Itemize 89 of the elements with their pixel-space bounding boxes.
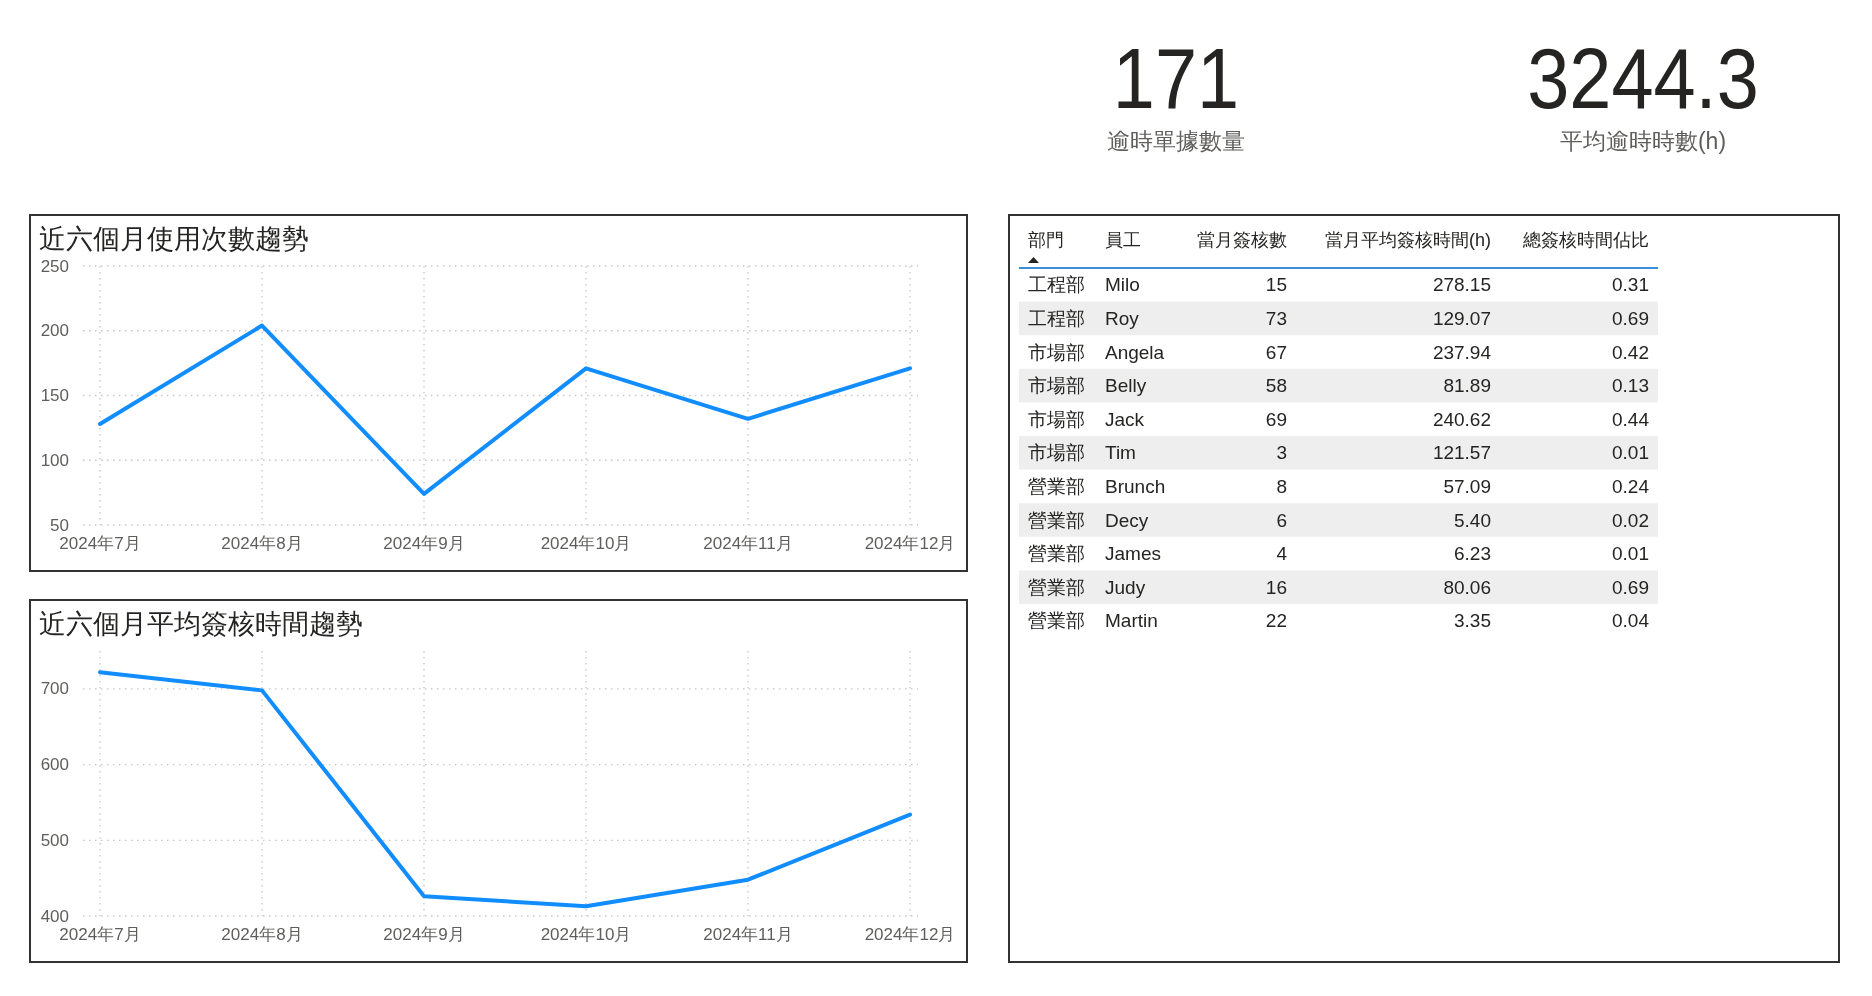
text: Jack [1105, 408, 1145, 430]
text: Angela [1105, 341, 1165, 363]
text: Belly [1105, 375, 1147, 397]
text: 市場部 [1028, 442, 1085, 464]
y-tick-label: 200 [40, 321, 69, 341]
y-tick-label: 150 [40, 386, 69, 405]
y-tick-label: 250 [40, 256, 69, 276]
text: 73 [1265, 307, 1287, 329]
category-label: 當月簽核數 [1197, 230, 1287, 250]
text: 22 [1265, 610, 1287, 632]
y-tick-label: 700 [40, 679, 69, 699]
text: James [1105, 543, 1161, 565]
text: Martin [1105, 610, 1158, 632]
y-tick-label: 400 [40, 906, 69, 926]
x-tick-label: 2024年9月 [383, 533, 465, 553]
text: Judy [1105, 576, 1146, 598]
text: 營業部 [1028, 509, 1085, 531]
chart-title: 近六個月平均簽核時間趨勢 [39, 609, 363, 639]
text: 0.69 [1612, 307, 1649, 329]
text: 3 [1276, 442, 1287, 464]
category-label: 當月平均簽核時間(h) [1325, 230, 1491, 250]
text: 57.09 [1443, 475, 1491, 497]
text: 58 [1265, 375, 1287, 397]
text: 營業部 [1028, 543, 1085, 565]
x-tick-label: 2024年10月 [540, 924, 632, 944]
text: 129.07 [1432, 307, 1491, 329]
text: 市場部 [1028, 375, 1085, 397]
text: Brunch [1105, 475, 1166, 497]
x-tick-label: 2024年9月 [383, 924, 465, 944]
text: 0.04 [1612, 610, 1650, 632]
text: 3.35 [1454, 610, 1491, 632]
category-label: 部門 [1028, 230, 1064, 250]
y-tick-label: 50 [50, 515, 69, 535]
x-tick-label: 2024年8月 [221, 924, 303, 944]
x-tick-label: 2024年12月 [864, 924, 956, 944]
text: 5.40 [1454, 509, 1491, 531]
text: 3244.3 [1527, 30, 1759, 126]
text: 81.89 [1443, 375, 1491, 397]
text: 平均逾時時數(h) [1559, 128, 1727, 154]
text: 237.94 [1432, 341, 1492, 363]
text: 15 [1265, 274, 1287, 296]
line-series [98, 323, 912, 496]
text: 6.23 [1454, 543, 1491, 565]
x-tick-label: 2024年12月 [864, 533, 956, 553]
text: Milo [1105, 274, 1140, 296]
text: 0.13 [1612, 375, 1649, 397]
text: 0.02 [1612, 509, 1649, 531]
text: 工程部 [1028, 274, 1085, 296]
x-tick-label: 2024年11月 [703, 924, 793, 944]
text: 工程部 [1028, 307, 1085, 329]
text: 營業部 [1028, 475, 1085, 497]
text: Tim [1105, 442, 1136, 464]
text: 67 [1265, 341, 1287, 363]
text: 80.06 [1443, 576, 1491, 598]
text: 0.24 [1612, 475, 1650, 497]
text: 營業部 [1028, 610, 1085, 632]
text: 逾時單據數量 [1107, 128, 1245, 154]
x-tick-label: 2024年10月 [540, 533, 632, 553]
text: 171 [1112, 30, 1240, 126]
text: 0.01 [1612, 543, 1649, 565]
x-tick-label: 2024年7月 [59, 924, 141, 944]
text: 0.42 [1612, 341, 1649, 363]
text: 8 [1276, 475, 1287, 497]
text: 市場部 [1028, 341, 1085, 363]
y-tick-label: 100 [40, 450, 69, 470]
text: 121.57 [1432, 442, 1491, 464]
text: 278.15 [1432, 274, 1491, 296]
text: 0.69 [1612, 576, 1649, 598]
x-tick-label: 2024年7月 [59, 533, 141, 553]
category-label: 總簽核時間佔比 [1522, 230, 1649, 250]
x-tick-label: 2024年8月 [221, 533, 303, 553]
y-tick-label: 600 [40, 755, 69, 775]
text: 16 [1265, 576, 1287, 598]
text: 營業部 [1028, 576, 1085, 598]
text: Decy [1105, 509, 1149, 531]
text: 0.31 [1612, 274, 1649, 296]
line-series [98, 670, 912, 909]
chart-title: 近六個月使用次數趨勢 [39, 224, 309, 254]
x-tick-label: 2024年11月 [703, 533, 793, 553]
text: 6 [1276, 509, 1287, 531]
text: 0.44 [1612, 408, 1650, 430]
text: 69 [1265, 408, 1287, 430]
text: 4 [1276, 543, 1288, 565]
text: 0.01 [1612, 442, 1649, 464]
y-tick-label: 500 [40, 830, 69, 850]
text: 240.62 [1432, 408, 1491, 430]
category-label: 員工 [1105, 230, 1141, 250]
text: 市場部 [1028, 408, 1085, 430]
text: Roy [1105, 307, 1140, 329]
